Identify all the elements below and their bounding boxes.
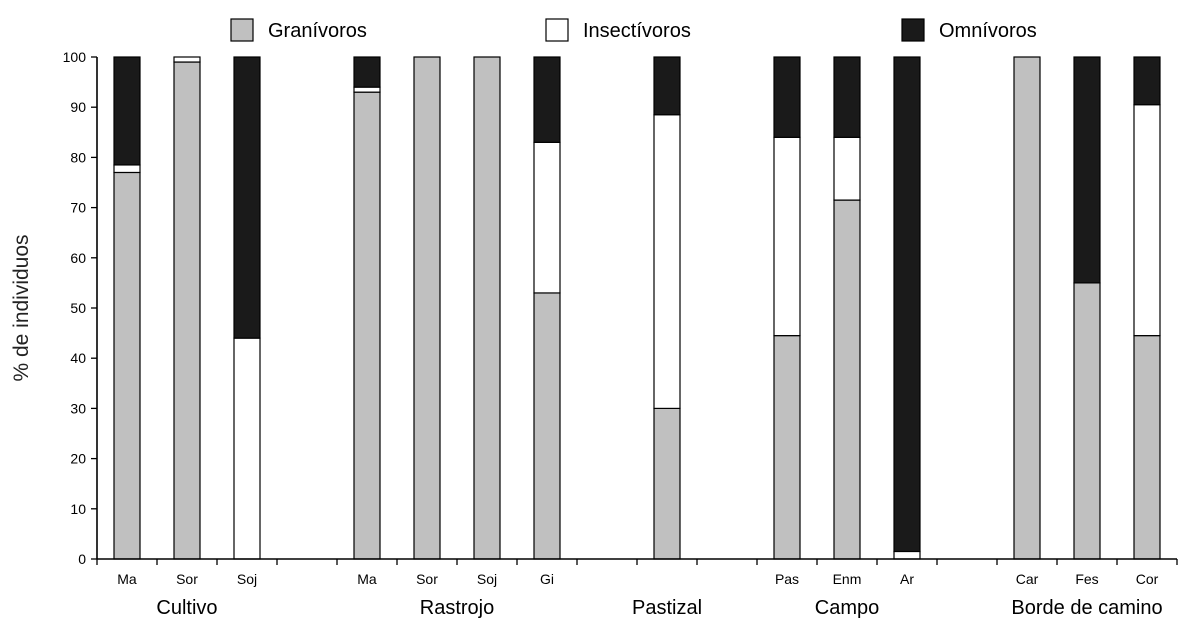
bar-stack [1073, 56, 1101, 560]
bar-segment-omn-voros [533, 56, 561, 143]
bar-segment-insect-voros [113, 164, 141, 174]
y-tick-label: 20 [70, 451, 86, 467]
y-tick-label: 30 [70, 400, 86, 416]
bar-segment-gran-voros [473, 56, 501, 560]
x-tick-label: Gi [540, 571, 554, 587]
bar-stack [533, 56, 561, 560]
x-tick-label: Enm [833, 571, 862, 587]
bar-segment-omn-voros [1133, 56, 1161, 106]
bar-segment-gran-voros [653, 407, 681, 560]
bar-segment-insect-voros [1133, 104, 1161, 337]
y-tick-label: 60 [70, 250, 86, 266]
legend-swatch-gran-voros [230, 18, 254, 42]
bar-stack [1133, 56, 1161, 560]
bar-segment-omn-voros [113, 56, 141, 166]
y-tick-label: 0 [78, 551, 86, 567]
bar-segment-insect-voros [773, 136, 801, 337]
legend-swatch-omn-voros [901, 18, 925, 42]
group-label: Pastizal [632, 597, 702, 619]
x-tick-label: Ma [117, 571, 137, 587]
bar-segment-gran-voros [113, 171, 141, 560]
bar-stack [893, 56, 921, 560]
bar-segment-insect-voros [833, 136, 861, 201]
bar-segment-omn-voros [653, 56, 681, 116]
group-label: Rastrojo [420, 597, 494, 619]
x-tick-label: Ma [357, 571, 377, 587]
bar-segment-insect-voros [233, 337, 261, 560]
x-tick-label: Ar [900, 571, 914, 587]
x-tick-label: Car [1016, 571, 1039, 587]
x-tick-label: Pas [775, 571, 799, 587]
bar-segment-insect-voros [173, 56, 201, 63]
bar-stack [1013, 56, 1041, 560]
legend-label-insect-voros: Insectívoros [583, 20, 691, 42]
bar-segment-gran-voros [173, 61, 201, 560]
bar-segment-omn-voros [233, 56, 261, 339]
bar-segment-gran-voros [1133, 335, 1161, 560]
bar-stack [233, 56, 261, 560]
y-tick-label: 80 [70, 149, 86, 165]
x-axis: Ma Sor Soj Cultivo Ma Sor Soj Gi Rastrojo Pastiza… [96, 558, 1178, 619]
bar-segment-omn-voros [1073, 56, 1101, 284]
y-axis: 0 10 20 30 40 50 60 70 80 90 100 [63, 49, 98, 567]
bar-segment-gran-voros [1013, 56, 1041, 560]
bar-segment-omn-voros [353, 56, 381, 88]
x-tick-label: Sor [176, 571, 198, 587]
y-tick-label: 100 [63, 49, 87, 65]
bar-segment-omn-voros [773, 56, 801, 138]
bar-segment-insect-voros [533, 141, 561, 294]
legend-swatch-insect-voros [545, 18, 569, 42]
x-tick-label: Cor [1136, 571, 1159, 587]
bar-segment-gran-voros [773, 335, 801, 560]
legend-label-gran-voros: Granívoros [268, 20, 367, 42]
bar-segment-omn-voros [833, 56, 861, 138]
x-tick-label: Soj [237, 571, 257, 587]
group-label: Borde de camino [1011, 597, 1162, 619]
bar-stack [173, 56, 201, 560]
bar-segment-gran-voros [1073, 282, 1101, 560]
group-label: Campo [815, 597, 879, 619]
bar-stack [353, 56, 381, 560]
y-tick-label: 90 [70, 99, 86, 115]
bar-segment-gran-voros [353, 91, 381, 560]
y-tick-label: 40 [70, 350, 86, 366]
bars [113, 56, 1161, 560]
group-label: Cultivo [156, 597, 217, 619]
bar-segment-insect-voros [893, 550, 921, 560]
y-axis-label: % de individuos [10, 234, 33, 381]
bar-stack [473, 56, 501, 560]
y-tick-label: 50 [70, 300, 86, 316]
y-tick-label: 10 [70, 501, 86, 517]
bar-stack [773, 56, 801, 560]
bar-segment-gran-voros [533, 292, 561, 560]
bar-segment-insect-voros [653, 114, 681, 410]
bar-segment-omn-voros [893, 56, 921, 553]
bar-segment-gran-voros [413, 56, 441, 560]
x-tick-label: Fes [1075, 571, 1098, 587]
bar-stack [833, 56, 861, 560]
bar-segment-gran-voros [833, 199, 861, 560]
y-tick-label: 70 [70, 200, 86, 216]
bar-segment-insect-voros [353, 86, 381, 93]
bar-stack [653, 56, 681, 560]
x-tick-label: Sor [416, 571, 438, 587]
bar-stack [113, 56, 141, 560]
legend: Granívoros Insectívoros Omnívoros [230, 18, 1037, 42]
legend-label-omn-voros: Omnívoros [939, 20, 1037, 42]
x-tick-label: Soj [477, 571, 497, 587]
bar-stack [413, 56, 441, 560]
